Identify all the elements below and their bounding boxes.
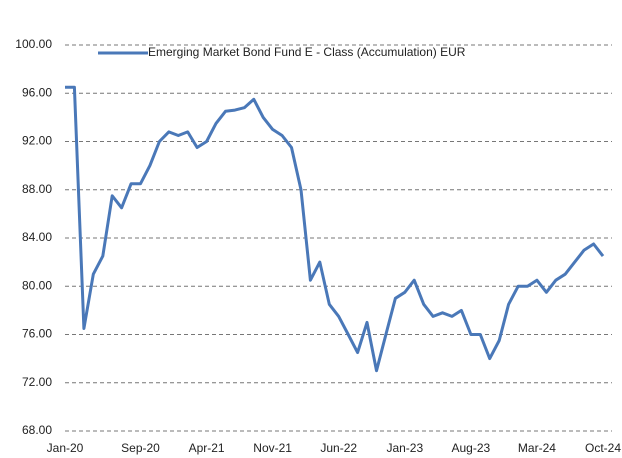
y-tick-label: 96.00 — [22, 85, 52, 99]
x-tick-label: Oct-24 — [585, 441, 621, 455]
y-tick-label: 84.00 — [22, 230, 52, 244]
x-tick-label: Jan-23 — [386, 441, 423, 455]
y-tick-label: 100.00 — [15, 37, 52, 51]
x-tick-label: Jun-22 — [320, 441, 357, 455]
y-tick-label: 92.00 — [22, 134, 52, 148]
x-tick-label: Mar-24 — [518, 441, 556, 455]
y-tick-label: 76.00 — [22, 327, 52, 341]
x-tick-label: Sep-20 — [121, 441, 160, 455]
x-tick-label: Jan-20 — [47, 441, 84, 455]
y-tick-label: 72.00 — [22, 375, 52, 389]
x-tick-label: Nov-21 — [253, 441, 292, 455]
y-tick-label: 68.00 — [22, 423, 52, 437]
x-tick-label: Apr-21 — [189, 441, 225, 455]
y-tick-label: 80.00 — [22, 278, 52, 292]
series-line — [65, 85, 605, 373]
y-tick-label: 88.00 — [22, 182, 52, 196]
x-tick-label: Aug-23 — [452, 441, 491, 455]
legend-label: Emerging Market Bond Fund E - Class (Acc… — [148, 45, 466, 59]
